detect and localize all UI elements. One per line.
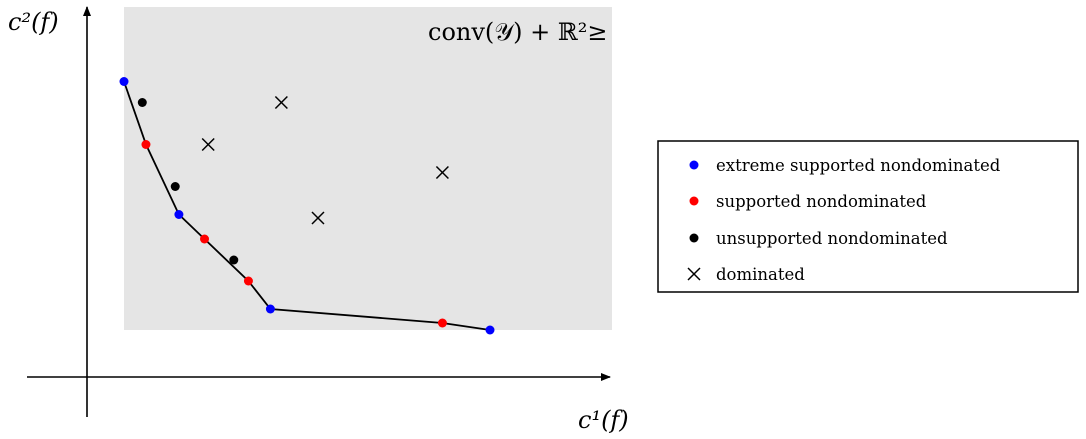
dominated-point-1 <box>201 137 215 152</box>
extreme-supported-nondominated-point-4 <box>485 325 495 335</box>
unsupported-nondominated-point-2 <box>170 182 180 191</box>
extreme-supported-nondominated-point-1 <box>119 77 129 86</box>
supported-nondominated-point-2 <box>200 234 210 244</box>
legend-marker-unsupported <box>689 233 699 243</box>
legend-marker-extreme-supported <box>689 160 699 170</box>
region-label: conv(𝒴) + ℝ²≥ <box>428 18 608 46</box>
extreme-supported-nondominated-points <box>119 77 495 335</box>
nondominated-frontier-line <box>123 81 491 331</box>
legend-box <box>657 140 1079 293</box>
legend-label-extreme-supported: extreme supported nondominated <box>716 156 1001 175</box>
dominated-point-3 <box>311 211 325 225</box>
supported-nondominated-point-4 <box>437 318 447 328</box>
legend-marker-dominated <box>687 267 701 281</box>
supported-nondominated-point-1 <box>141 140 151 149</box>
supported-nondominated-points <box>141 140 447 328</box>
unsupported-nondominated-points <box>137 98 239 265</box>
x-axis-label: c¹(f) <box>578 406 629 434</box>
extreme-supported-nondominated-point-2 <box>174 210 184 219</box>
legend-marker-supported <box>689 196 699 206</box>
dominated-point-4 <box>435 165 449 180</box>
y-axis-label: c²(f) <box>8 8 59 36</box>
legend-label-unsupported: unsupported nondominated <box>716 229 948 248</box>
dominated-points <box>201 95 449 225</box>
supported-nondominated-point-3 <box>243 276 253 286</box>
unsupported-nondominated-point-3 <box>229 255 239 265</box>
dominance-region <box>124 7 612 330</box>
legend-label-dominated: dominated <box>716 265 805 284</box>
legend: extreme supported nondominated supported… <box>657 140 1079 293</box>
unsupported-nondominated-point-1 <box>137 98 147 107</box>
legend-label-supported: supported nondominated <box>716 192 927 211</box>
dominated-point-2 <box>274 95 288 110</box>
extreme-supported-nondominated-point-3 <box>265 304 275 314</box>
